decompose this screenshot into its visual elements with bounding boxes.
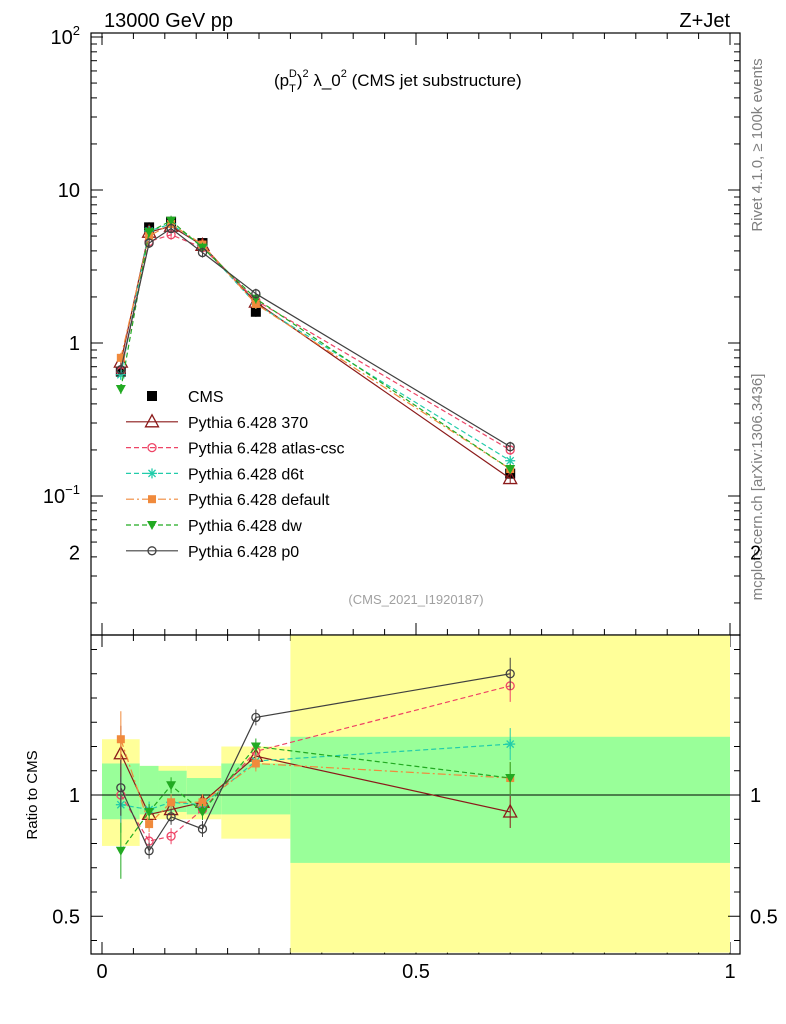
main-series-line	[120, 227, 511, 448]
ratio-point	[166, 812, 176, 822]
main-y-tick-label: 1	[69, 333, 80, 355]
ratio-point	[502, 803, 518, 818]
main-point	[116, 364, 126, 375]
legend-marker	[147, 521, 157, 530]
legend-marker	[147, 442, 157, 453]
ratio-point	[250, 742, 261, 752]
main-point	[144, 238, 154, 248]
ratio-point	[198, 798, 207, 807]
legend: CMS Pythia 6.428 370 Pythia 6.428 atlas-cs…	[126, 389, 345, 561]
ratio-series-line	[120, 673, 511, 853]
ratio-band-inner	[221, 763, 291, 815]
ratio-point	[251, 712, 261, 723]
ratio-point	[116, 735, 125, 744]
legend-marker	[147, 468, 157, 479]
legend-marker	[144, 413, 160, 428]
main-point	[115, 385, 126, 395]
ratio-band-inner	[139, 765, 159, 815]
main-series-line	[120, 234, 511, 451]
ratio-y-tick-label: 2	[69, 543, 80, 565]
ratio-y-tick-label: 0.5	[52, 906, 80, 928]
mcplots-label: mcplots.cern.ch [arXiv:1306.3436]	[749, 374, 766, 601]
main-y-tick-label: 10	[58, 180, 80, 202]
main-point	[197, 247, 208, 258]
legend-label: Pythia 6.428 default	[188, 492, 330, 509]
ratio-point	[505, 669, 515, 679]
ratio-point	[144, 807, 155, 817]
main-point	[251, 299, 260, 308]
rivet-label: Rivet 4.1.0, ≥ 100k events	[749, 58, 766, 231]
legend-marker	[147, 546, 157, 556]
ratio-point	[116, 783, 126, 793]
main-title: (pTD)2 λ_02 (CMS jet substructure)	[274, 68, 522, 95]
legend-label: Pythia 6.428 d6t	[188, 466, 304, 483]
ratio-y-tick-label: 1	[69, 785, 80, 807]
ratio-point	[145, 820, 154, 829]
ratio-y-tick-label-right: 0.5	[750, 906, 778, 928]
ratio-point	[197, 824, 208, 834]
ratio-series-line	[120, 745, 511, 852]
ratio-point	[144, 846, 154, 856]
x-tick-label: 0.5	[402, 961, 430, 983]
ratio-point	[197, 807, 208, 817]
legend-label: CMS	[188, 389, 224, 406]
main-series-line	[120, 223, 511, 470]
ratio-point	[115, 846, 126, 856]
main-series-line	[120, 223, 511, 462]
legend-label: Pythia 6.428 p0	[188, 544, 299, 561]
legend-label: Pythia 6.428 atlas-csc	[188, 441, 345, 458]
legend-label: Pythia 6.428 370	[188, 415, 308, 432]
main-point	[251, 289, 261, 299]
analysis-watermark: (CMS_2021_I1920187)	[348, 592, 483, 607]
ratio-panel: 0.5 0.5 1 1 2 2 0 0.5 1 Ratio to CMS	[24, 543, 778, 984]
legend-label: Pythia 6.428 dw	[188, 518, 302, 535]
main-y-tick-label: 10−1	[43, 482, 80, 508]
main-point	[166, 223, 176, 234]
ratio-point	[505, 739, 516, 750]
main-series-line	[120, 219, 511, 470]
ratio-point	[505, 774, 516, 784]
main-point	[144, 228, 155, 238]
main-point	[505, 442, 515, 452]
x-tick-label: 1	[724, 961, 735, 983]
ratio-point	[166, 781, 177, 791]
main-point	[166, 216, 177, 226]
header-right: Z+Jet	[679, 10, 730, 32]
ratio-series-line	[120, 739, 511, 826]
ratio-point	[167, 798, 176, 807]
main-point	[505, 465, 516, 475]
header-left: 13000 GeV pp	[104, 10, 233, 32]
main-point	[116, 353, 125, 362]
ratio-ylabel: Ratio to CMS	[24, 750, 41, 839]
ratio-y-tick-label-right: 2	[750, 543, 761, 565]
ratio-point	[251, 759, 260, 768]
legend-marker	[148, 495, 156, 504]
main-y-tick-label: 102	[51, 23, 80, 49]
main-point	[502, 470, 518, 485]
legend-marker	[147, 391, 157, 401]
x-tick-label: 0	[96, 961, 107, 983]
main-point	[250, 306, 261, 317]
ratio-series-line	[120, 743, 511, 811]
ratio-point	[166, 831, 176, 841]
ratio-y-tick-label-right: 1	[750, 785, 761, 807]
